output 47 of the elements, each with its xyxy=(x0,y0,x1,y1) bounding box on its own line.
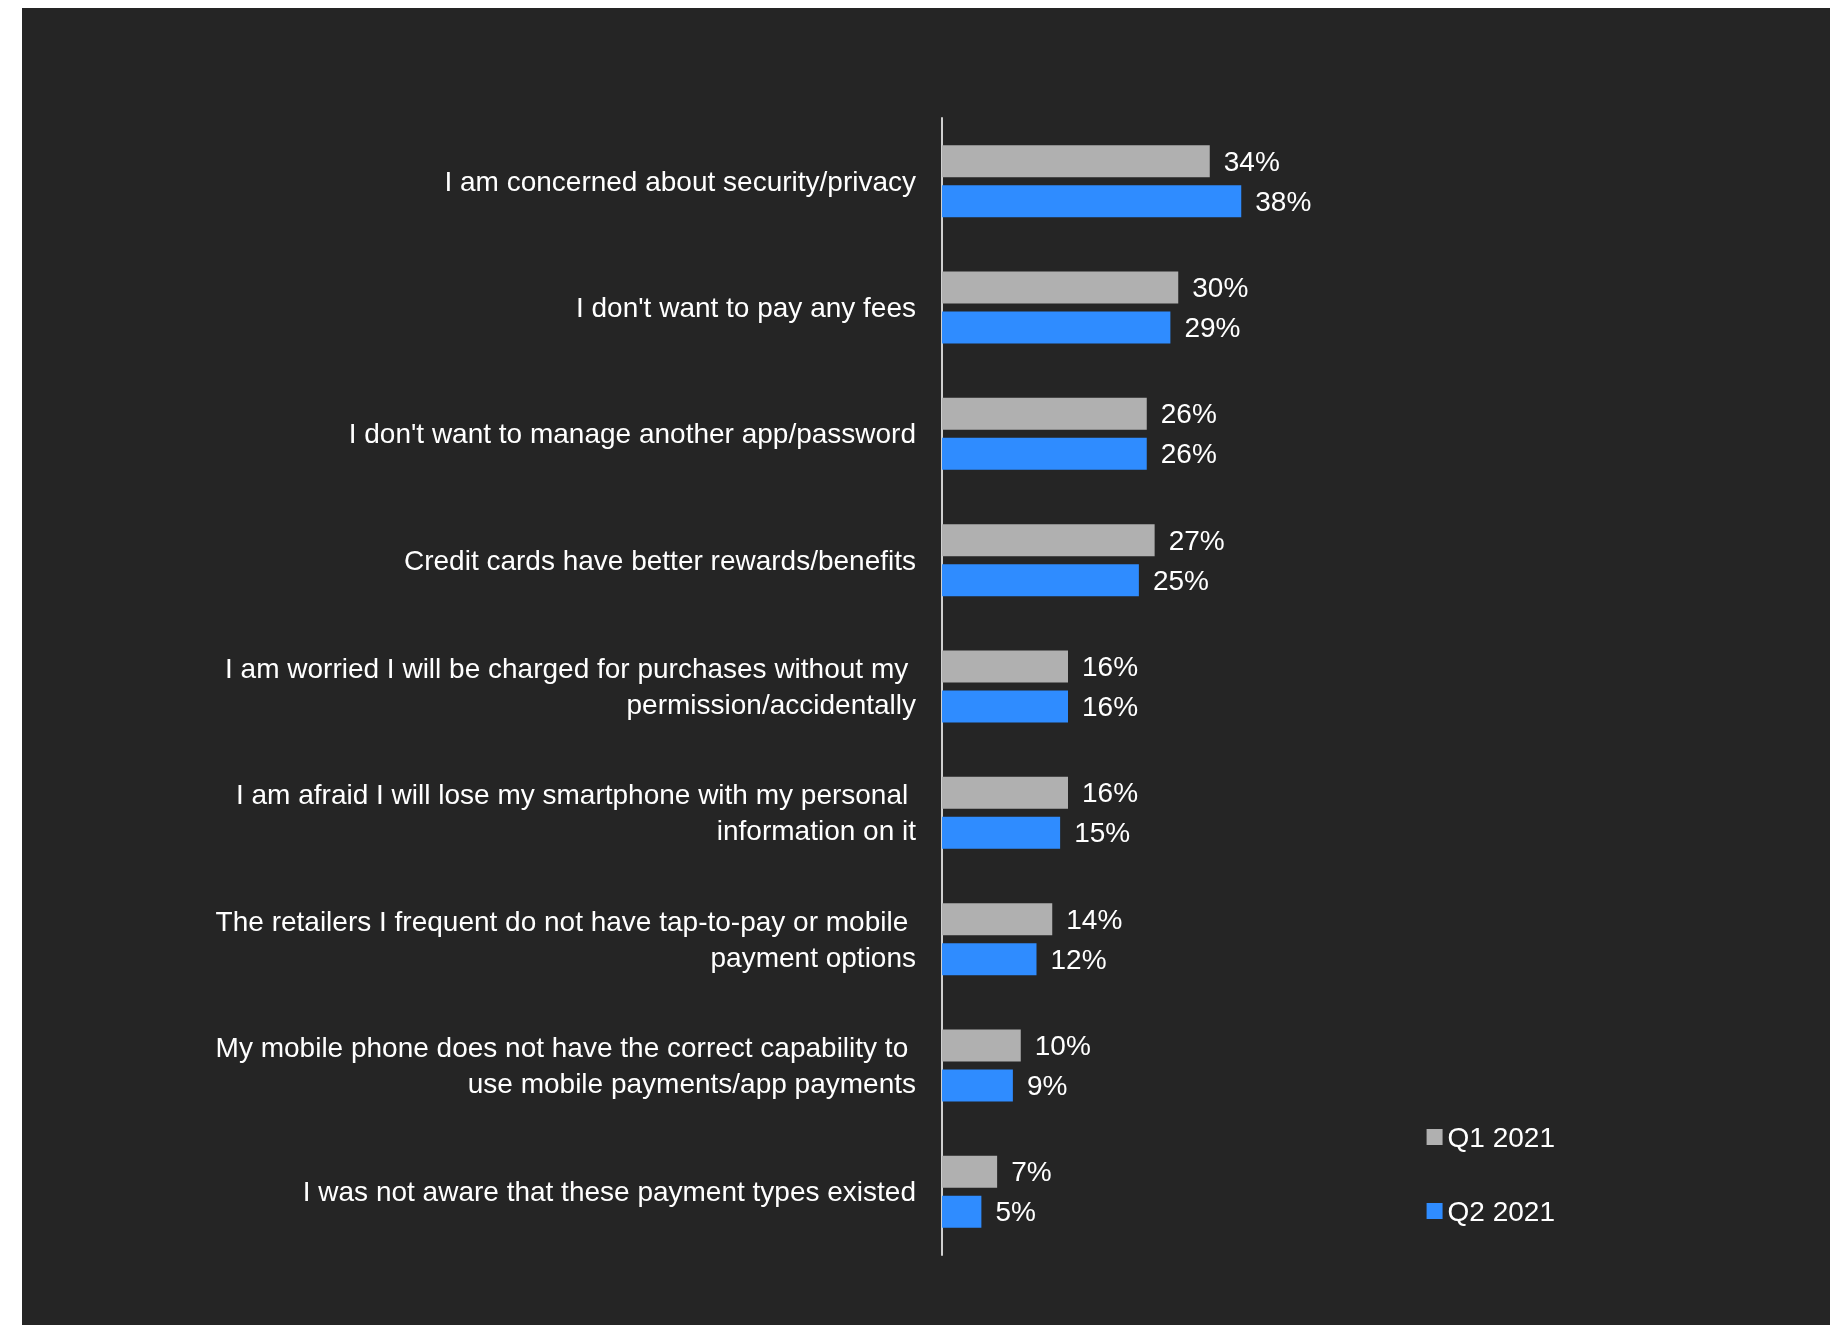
data-label: 15% xyxy=(1074,817,1131,849)
data-label: 26% xyxy=(1160,438,1217,470)
data-label: 14% xyxy=(1066,903,1123,935)
legend-label: Q1 2021 xyxy=(1447,1121,1555,1153)
y-tick-label: My mobile phone does not have the correct capability to use mobile payments/app payments xyxy=(215,1032,916,1099)
data-label: 26% xyxy=(1160,398,1217,430)
bar xyxy=(942,311,1171,344)
y-tick-label: I was not aware that these payment types existed xyxy=(302,1176,916,1208)
bar xyxy=(942,564,1139,597)
y-tick-label: I am concerned about security/privacy xyxy=(444,165,916,197)
data-label: 7% xyxy=(1011,1156,1052,1188)
bar xyxy=(942,145,1210,178)
bar xyxy=(942,437,1147,470)
bar xyxy=(942,776,1068,809)
data-label: 9% xyxy=(1026,1070,1068,1101)
y-tick-label: I am afraid I will lose my smartphone with my personal information on it xyxy=(235,779,917,847)
bar xyxy=(942,943,1037,976)
data-label: 12% xyxy=(1050,943,1107,975)
y-tick-label: I don't want to manage another app/password xyxy=(348,418,916,450)
y-tick-label: The retailers I frequent do not have tap-to-pay or mobile payment options xyxy=(215,905,916,973)
bar xyxy=(942,903,1053,936)
data-label: 10% xyxy=(1034,1030,1091,1061)
data-label: 25% xyxy=(1152,564,1209,596)
bar xyxy=(942,1029,1021,1062)
bar xyxy=(942,690,1068,723)
bar xyxy=(942,397,1147,430)
bar xyxy=(942,271,1179,304)
data-label: 38% xyxy=(1255,185,1312,217)
data-label: 30% xyxy=(1192,272,1249,303)
bar xyxy=(942,524,1155,557)
legend-label: Q2 2021 xyxy=(1447,1195,1555,1227)
data-label: 34% xyxy=(1223,145,1280,177)
data-label: 29% xyxy=(1184,312,1241,343)
data-label: 27% xyxy=(1168,524,1225,556)
data-label: 5% xyxy=(995,1196,1036,1228)
bar xyxy=(942,816,1061,849)
data-label: 16% xyxy=(1082,651,1139,682)
y-tick-label: I am worried I will be charged for purchases without my permission/accidentally xyxy=(225,653,916,720)
bar xyxy=(942,1155,998,1188)
bar xyxy=(942,650,1068,683)
y-tick-label: Credit cards have better rewards/benefits xyxy=(403,544,916,576)
y-tick-label: I don't want to pay any fees xyxy=(575,292,916,323)
data-label: 16% xyxy=(1082,691,1139,722)
bar xyxy=(942,185,1242,218)
bar xyxy=(942,1195,982,1228)
data-label: 16% xyxy=(1082,777,1139,809)
bar xyxy=(942,1069,1013,1102)
